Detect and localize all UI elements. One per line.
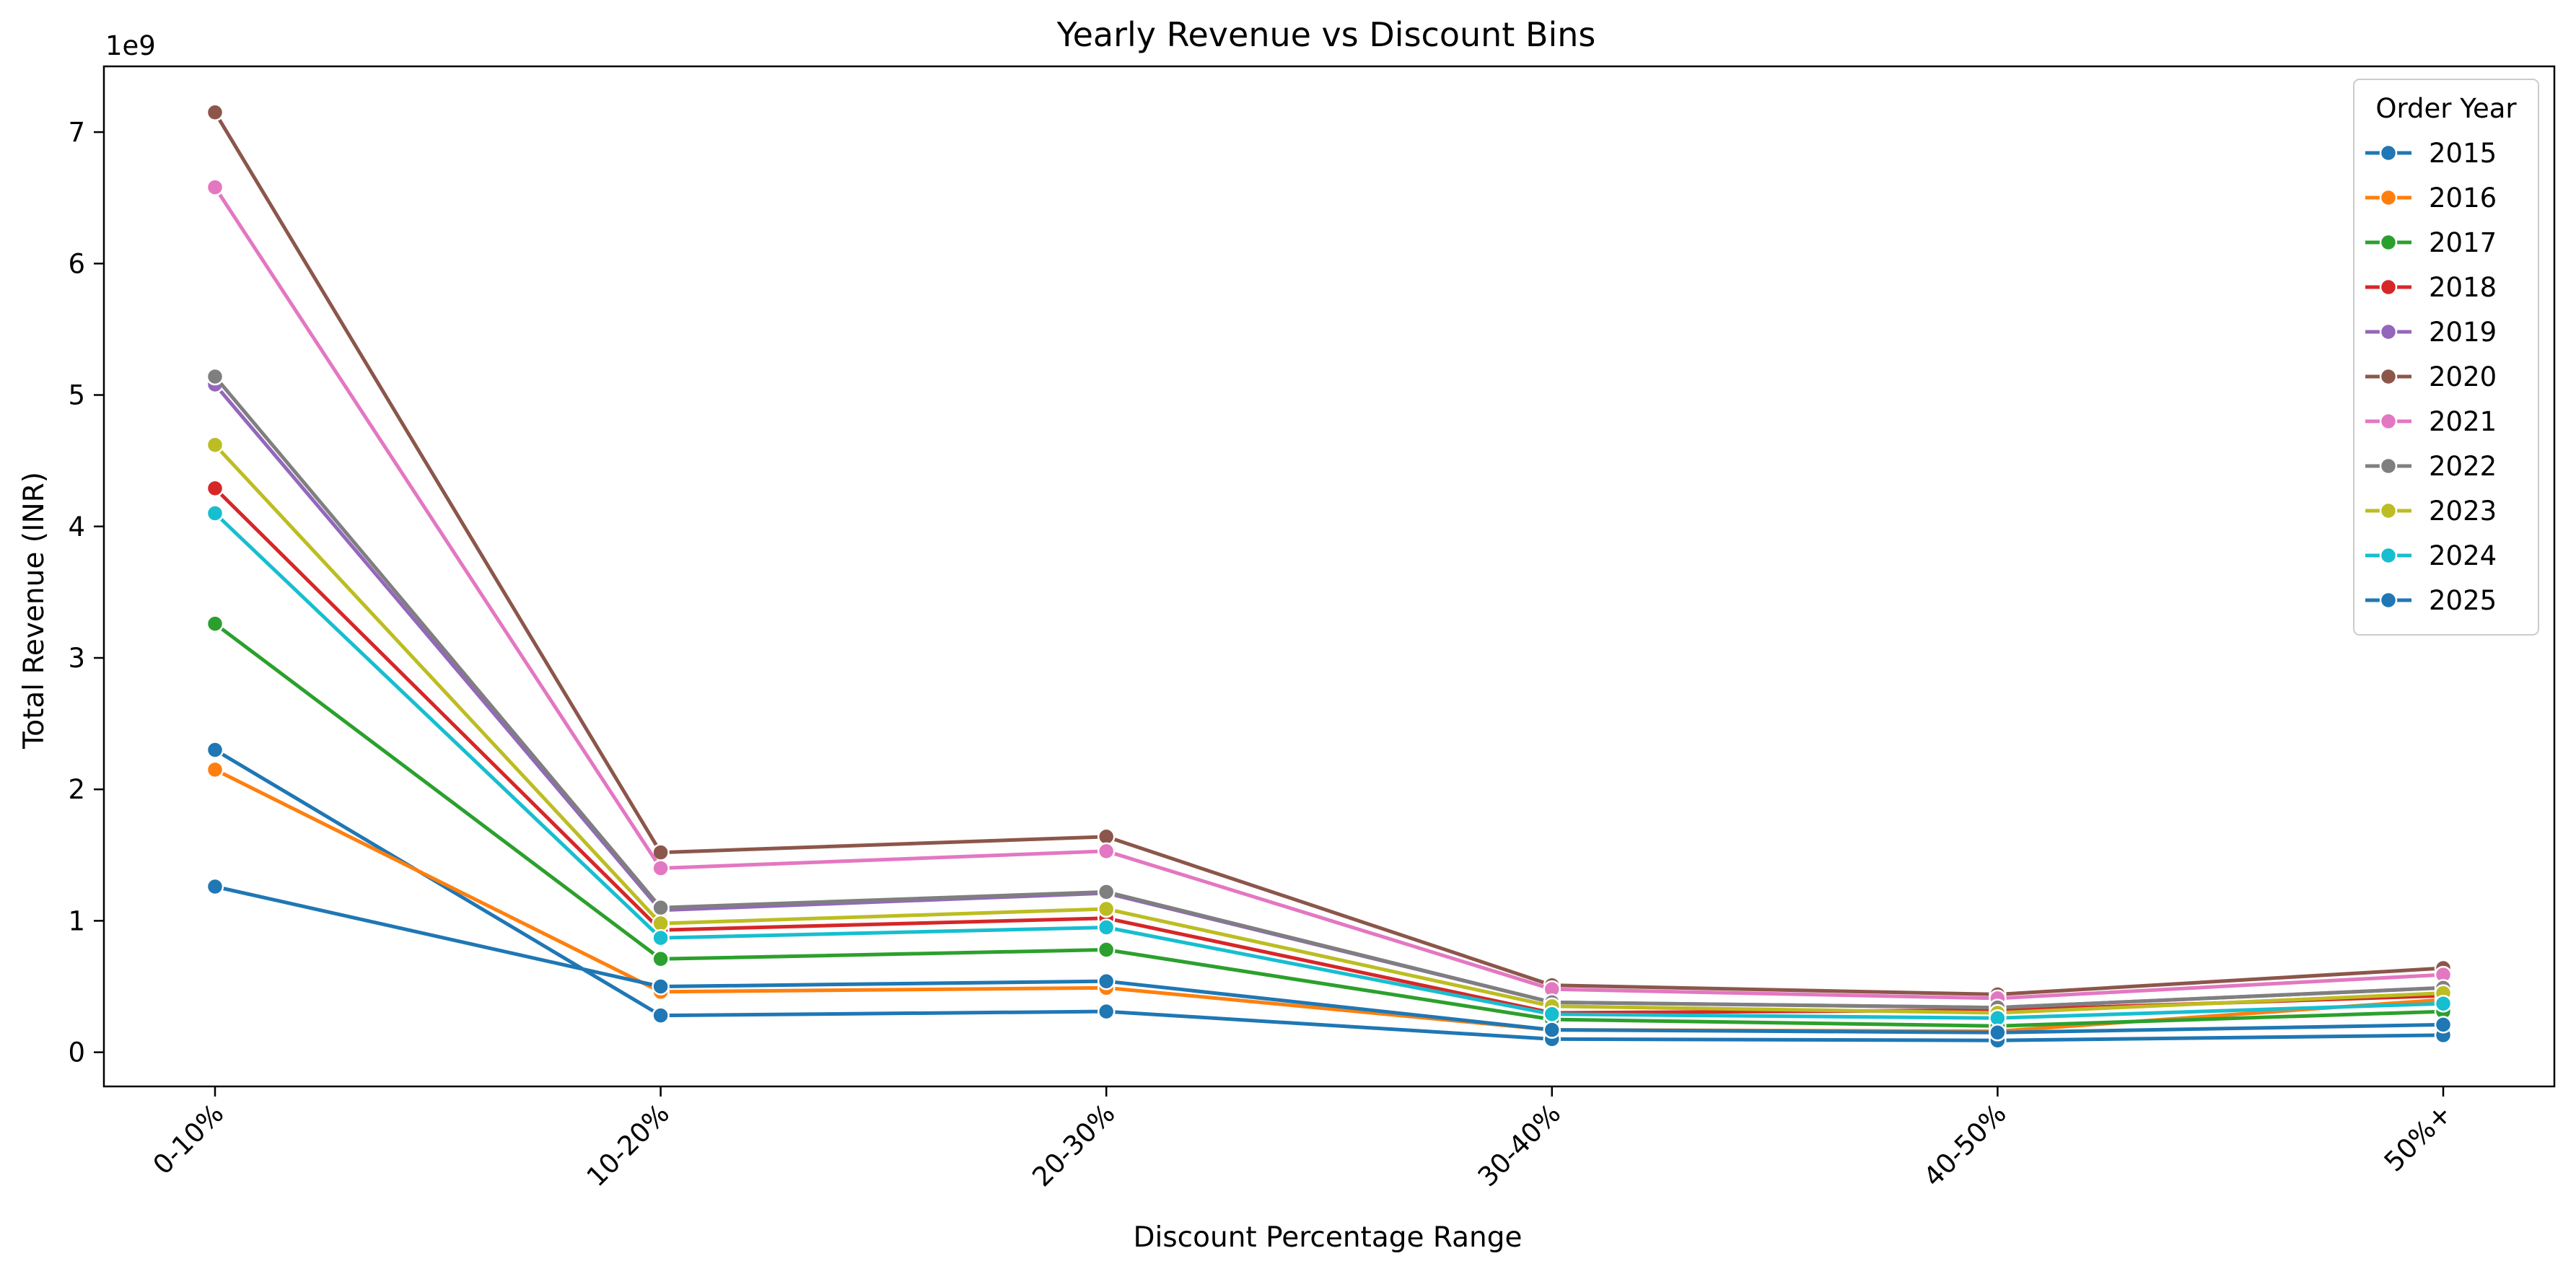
legend-marker-2023: [2379, 501, 2398, 520]
data-point-2017-2: [1097, 941, 1116, 959]
data-point-2025-4: [1989, 1024, 2007, 1042]
y-tick-label: 4: [68, 511, 85, 542]
legend-entry-2025: 2025: [2365, 585, 2497, 616]
series-2021: [206, 178, 2453, 1008]
data-point-2015-1: [652, 1006, 670, 1024]
legend-entry-2016: 2016: [2365, 183, 2497, 214]
series-line-2022: [213, 374, 2445, 1010]
legend-title: Order Year: [2375, 93, 2517, 124]
legend-label-2019: 2019: [2429, 317, 2497, 348]
data-point-2025-5: [2434, 1016, 2453, 1034]
legend-marker-2015: [2379, 144, 2398, 162]
data-point-2022-0: [206, 367, 224, 386]
legend-entry-2024: 2024: [2365, 540, 2497, 571]
series-2025: [206, 877, 2453, 1042]
series-line-2023: [213, 443, 2445, 1015]
y-tick-label: 3: [68, 643, 85, 674]
y-tick-label: 6: [68, 248, 85, 279]
series-2024: [206, 504, 2453, 1027]
data-point-2025-0: [206, 877, 224, 896]
data-point-2015-2: [1097, 1002, 1116, 1021]
legend-label-2024: 2024: [2429, 540, 2497, 571]
legend-label-2015: 2015: [2429, 138, 2497, 169]
data-point-2025-2: [1097, 972, 1116, 990]
legend-marker-2016: [2379, 188, 2398, 207]
legend-marker-2021: [2379, 412, 2398, 431]
legend-label-2021: 2021: [2429, 406, 2497, 437]
data-point-2023-0: [206, 436, 224, 454]
plot-area: [102, 65, 2556, 1088]
legend-label-2023: 2023: [2429, 496, 2497, 527]
data-point-2017-0: [206, 615, 224, 633]
legend-entry-2015: 2015: [2365, 138, 2497, 169]
data-point-2025-3: [1543, 1021, 1561, 1039]
y-axis-ticks: 0 1 2 3 4 5 6 7: [68, 117, 104, 1068]
y-tick-label: 2: [68, 774, 85, 805]
data-point-2024-4: [1989, 1009, 2007, 1027]
data-point-2024-1: [652, 928, 670, 947]
data-point-2015-0: [206, 741, 224, 759]
axes-frame: [102, 65, 2556, 1088]
series-line-2024: [213, 511, 2445, 1020]
legend-marker-2019: [2379, 322, 2398, 341]
legend-frame: [2353, 79, 2539, 636]
y-axis-label: Total Revenue (INR): [18, 472, 51, 750]
legend: Order Year 20152016201720182019202020212…: [2353, 79, 2539, 636]
data-point-2024-2: [1097, 918, 1116, 936]
legend-label-2022: 2022: [2429, 451, 2497, 482]
data-point-2023-2: [1097, 900, 1116, 918]
y-tick-label: 1: [68, 905, 85, 936]
data-point-2025-1: [652, 978, 670, 996]
legend-label-2020: 2020: [2429, 361, 2497, 392]
x-axis-label: Discount Percentage Range: [1133, 1221, 1522, 1254]
series-line-2017: [213, 622, 2445, 1028]
legend-entry-2023: 2023: [2365, 496, 2497, 527]
data-point-2022-2: [1097, 883, 1116, 901]
legend-marker-2024: [2379, 546, 2398, 565]
legend-marker-2017: [2379, 233, 2398, 252]
series-line-2025: [213, 884, 2445, 1034]
legend-label-2017: 2017: [2429, 227, 2497, 258]
y-tick-label: 5: [68, 380, 85, 411]
data-point-2024-0: [206, 504, 224, 522]
data-point-2021-0: [206, 178, 224, 196]
legend-entry-2017: 2017: [2365, 227, 2497, 258]
legend-label-2025: 2025: [2429, 585, 2497, 616]
data-point-2020-2: [1097, 827, 1116, 846]
legend-label-2016: 2016: [2429, 183, 2497, 214]
y-offset-label: 1e9: [105, 30, 156, 61]
data-point-2016-0: [206, 760, 224, 779]
data-point-2021-2: [1097, 842, 1116, 861]
legend-items: 2015 2016 2017 2018 2019 2020 2021 2022 2023 2024…: [2365, 138, 2497, 616]
data-point-2021-1: [652, 859, 670, 877]
legend-marker-2018: [2379, 278, 2398, 296]
data-point-2017-1: [652, 950, 670, 968]
y-tick-label: 7: [68, 117, 85, 148]
series-2022: [206, 367, 2453, 1016]
legend-entry-2019: 2019: [2365, 317, 2497, 348]
data-point-2024-5: [2434, 994, 2453, 1013]
legend-entry-2021: 2021: [2365, 406, 2497, 437]
legend-entry-2020: 2020: [2365, 361, 2497, 392]
legend-marker-2025: [2379, 591, 2398, 610]
legend-entry-2022: 2022: [2365, 451, 2497, 482]
data-point-2018-0: [206, 479, 224, 498]
series-line-2020: [213, 110, 2445, 996]
series-line-2016: [213, 768, 2445, 1033]
data-point-2024-3: [1543, 1005, 1561, 1024]
y-tick-label: 0: [68, 1037, 85, 1068]
legend-label-2018: 2018: [2429, 272, 2497, 303]
series-line-2021: [213, 185, 2445, 1001]
legend-marker-2022: [2379, 457, 2398, 475]
legend-entry-2018: 2018: [2365, 272, 2497, 303]
data-point-2023-1: [652, 914, 670, 933]
data-point-2022-1: [652, 898, 670, 917]
data-point-2020-0: [206, 103, 224, 122]
legend-marker-2020: [2379, 367, 2398, 386]
chart-title: Yearly Revenue vs Discount Bins: [1056, 15, 1596, 54]
